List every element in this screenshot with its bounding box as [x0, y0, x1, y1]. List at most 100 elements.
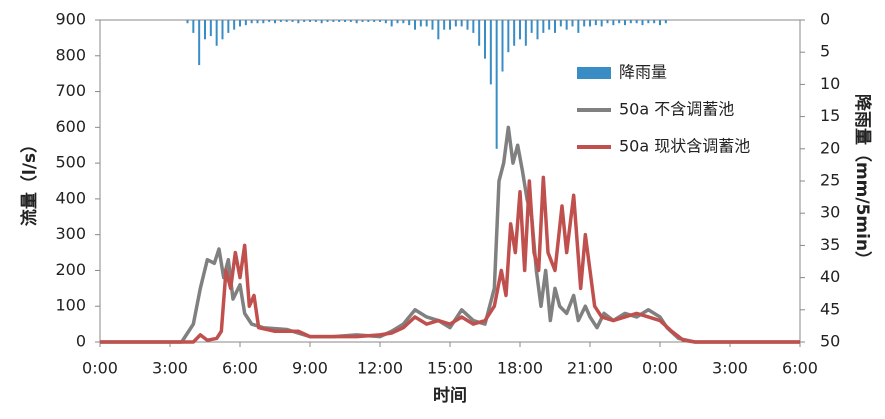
- y2-tick-label: 5: [820, 42, 830, 61]
- x-tick-label: 6:00: [222, 359, 258, 378]
- rain-bar: [653, 20, 656, 24]
- rain-bar: [524, 20, 527, 46]
- y-tick-label: 100: [55, 296, 86, 315]
- rain-bar: [618, 20, 621, 24]
- y2-tick-label: 50: [820, 332, 840, 351]
- y2-tick-label: 25: [820, 171, 840, 190]
- rain-bar: [624, 20, 626, 26]
- rain-bar: [250, 20, 253, 24]
- rain-bar: [402, 20, 405, 24]
- y-tick-label: 400: [55, 188, 86, 207]
- rain-bar: [647, 20, 650, 24]
- rain-bar: [519, 20, 521, 40]
- rain-bar: [408, 20, 411, 26]
- rain-bar: [396, 20, 399, 24]
- rain-bar: [233, 20, 236, 30]
- y-tick-label: 700: [55, 81, 86, 100]
- rain-bar: [338, 20, 341, 22]
- rain-bar: [664, 20, 667, 24]
- rain-bar: [215, 20, 218, 46]
- rain-bar: [577, 20, 580, 33]
- x-axis-label: 时间: [433, 385, 467, 406]
- rain-bar: [297, 20, 300, 24]
- rain-bar: [583, 20, 586, 27]
- rain-bar: [484, 20, 486, 59]
- rain-bar: [431, 20, 434, 30]
- rain-bar: [344, 20, 346, 22]
- rain-bar: [501, 20, 504, 72]
- y-tick-label: 600: [55, 117, 86, 136]
- rain-bar: [594, 20, 597, 26]
- rain-bar: [262, 20, 265, 24]
- rain-bar: [326, 20, 329, 22]
- y2-tick-label: 10: [820, 74, 840, 93]
- rain-bar: [542, 20, 545, 33]
- rain-bar: [355, 20, 358, 24]
- rain-bar: [536, 20, 539, 40]
- y2-tick-label: 40: [820, 267, 840, 286]
- legend-label: 降雨量: [619, 63, 667, 82]
- y2-tick-label: 30: [820, 203, 840, 222]
- rain-bar: [443, 20, 446, 30]
- x-tick-label: 12:00: [357, 359, 403, 378]
- flow-line: [100, 125, 800, 344]
- rain-bar: [437, 20, 440, 40]
- rain-bar: [460, 20, 463, 27]
- rain-bar: [559, 20, 562, 27]
- rain-bar: [332, 20, 335, 22]
- rain-bar: [349, 20, 352, 22]
- x-tick-label: 21:00: [567, 359, 613, 378]
- y-tick-label: 200: [55, 260, 86, 279]
- y2-tick-label: 0: [820, 10, 830, 29]
- rain-bar: [513, 20, 516, 46]
- rain-bar: [414, 20, 416, 30]
- rain-bar: [449, 20, 451, 30]
- rain-bar: [303, 20, 306, 22]
- rain-bar: [659, 20, 661, 26]
- rain-bar: [635, 20, 638, 24]
- rain-bar: [221, 20, 224, 40]
- rain-bar: [507, 20, 510, 53]
- rain-bar: [192, 20, 195, 33]
- rain-bar: [419, 20, 422, 27]
- rain-bar: [244, 20, 247, 26]
- rain-bar: [571, 20, 574, 27]
- rain-bar: [268, 20, 271, 22]
- rain-bar: [548, 20, 551, 30]
- y2-tick-label: 35: [820, 235, 840, 254]
- rain-bar: [390, 20, 393, 27]
- rain-bar: [361, 20, 364, 22]
- x-tick-label: 18:00: [497, 359, 543, 378]
- rain-bar: [204, 20, 206, 40]
- rain-bar: [239, 20, 241, 27]
- rain-bar: [314, 20, 317, 22]
- rain-bar: [425, 20, 428, 27]
- rain-bar: [612, 20, 615, 26]
- rain-bar: [227, 20, 230, 33]
- rain-bar: [454, 20, 457, 27]
- x-tick-label: 0:00: [82, 359, 118, 378]
- y2-tick-label: 20: [820, 138, 840, 157]
- rain-bar: [384, 20, 387, 24]
- rain-bar: [489, 20, 492, 85]
- rain-bar: [589, 20, 591, 27]
- rain-bar: [466, 20, 469, 30]
- x-tick-label: 15:00: [427, 359, 473, 378]
- y-axis-label: 流量（l/s）: [19, 136, 40, 226]
- x-tick-label: 3:00: [712, 359, 748, 378]
- legend-swatch: [577, 67, 611, 79]
- y-tick-label: 500: [55, 153, 86, 172]
- y2-axis-label: 降雨量（mm/5min）: [852, 94, 873, 268]
- rain-bar: [291, 20, 294, 22]
- rain-bar: [565, 20, 568, 30]
- rain-bar: [279, 20, 282, 22]
- rain-bar: [629, 20, 632, 24]
- y2-tick-label: 45: [820, 299, 840, 318]
- flow-line: [100, 175, 800, 344]
- rain-bar: [367, 20, 370, 22]
- rain-bar: [600, 20, 603, 27]
- x-tick-label: 6:00: [782, 359, 818, 378]
- rain-bar: [478, 20, 481, 46]
- rain-bar: [472, 20, 475, 33]
